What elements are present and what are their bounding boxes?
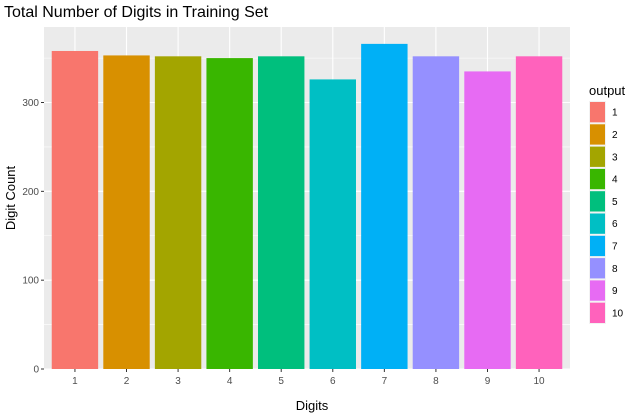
legend: output 1 2 3 4 5 6 7 8 9 10 <box>589 83 626 324</box>
x-tick-label: 5 <box>278 376 284 387</box>
legend-label-8: 8 <box>612 264 618 275</box>
legend-swatch-8 <box>590 258 605 279</box>
legend-swatch-3 <box>590 146 605 167</box>
x-tick-label: 1 <box>72 376 78 387</box>
legend-label-2: 2 <box>612 130 618 141</box>
x-tick-label: 8 <box>433 376 439 387</box>
bar-4 <box>206 58 253 369</box>
legend-swatch-4 <box>590 168 605 190</box>
bar-10 <box>515 56 563 370</box>
legend-swatch-7 <box>590 235 605 257</box>
x-axis: 1 2 3 4 5 6 7 8 9 10 <box>72 369 545 387</box>
x-tick-label: 2 <box>124 376 130 387</box>
legend-label-3: 3 <box>612 152 618 163</box>
y-axis-title: Digit Count <box>3 165 18 230</box>
bar-6 <box>309 79 356 369</box>
legend-swatch-9 <box>590 280 605 301</box>
legend-swatch-6 <box>590 213 605 234</box>
x-axis-title: Digits <box>296 398 329 413</box>
bar-3 <box>154 56 202 370</box>
legend-swatch-10 <box>590 302 605 323</box>
chart-title: Total Number of Digits in Training Set <box>4 4 269 21</box>
y-tick-label: 300 <box>22 98 39 109</box>
legend-swatch-5 <box>590 191 605 212</box>
legend-swatch-1 <box>590 102 605 123</box>
legend-label-1: 1 <box>612 108 618 119</box>
bar-5 <box>258 56 305 370</box>
bar-9 <box>464 71 511 369</box>
x-tick-label: 9 <box>485 376 491 387</box>
legend-title: output <box>589 83 626 98</box>
legend-label-7: 7 <box>612 241 618 252</box>
x-tick-label: 3 <box>175 376 181 387</box>
bar-1 <box>51 50 99 370</box>
legend-swatch-2 <box>590 124 605 145</box>
x-tick-label: 10 <box>533 376 545 387</box>
x-tick-label: 6 <box>330 376 336 387</box>
x-tick-label: 7 <box>382 376 388 387</box>
bar-8 <box>412 56 460 370</box>
y-tick-label: 100 <box>22 276 39 287</box>
bar-2 <box>103 55 150 370</box>
y-axis: 0 100 200 300 <box>22 98 44 376</box>
legend-label-5: 5 <box>612 197 618 208</box>
legend-label-6: 6 <box>612 219 618 230</box>
x-tick-label: 4 <box>227 376 233 387</box>
legend-label-10: 10 <box>612 308 624 319</box>
y-tick-label: 0 <box>33 365 39 376</box>
plot-panel <box>44 27 570 370</box>
bar-7 <box>361 43 408 369</box>
legend-label-4: 4 <box>612 175 618 186</box>
y-tick-label: 200 <box>22 187 39 198</box>
legend-label-9: 9 <box>612 286 618 297</box>
